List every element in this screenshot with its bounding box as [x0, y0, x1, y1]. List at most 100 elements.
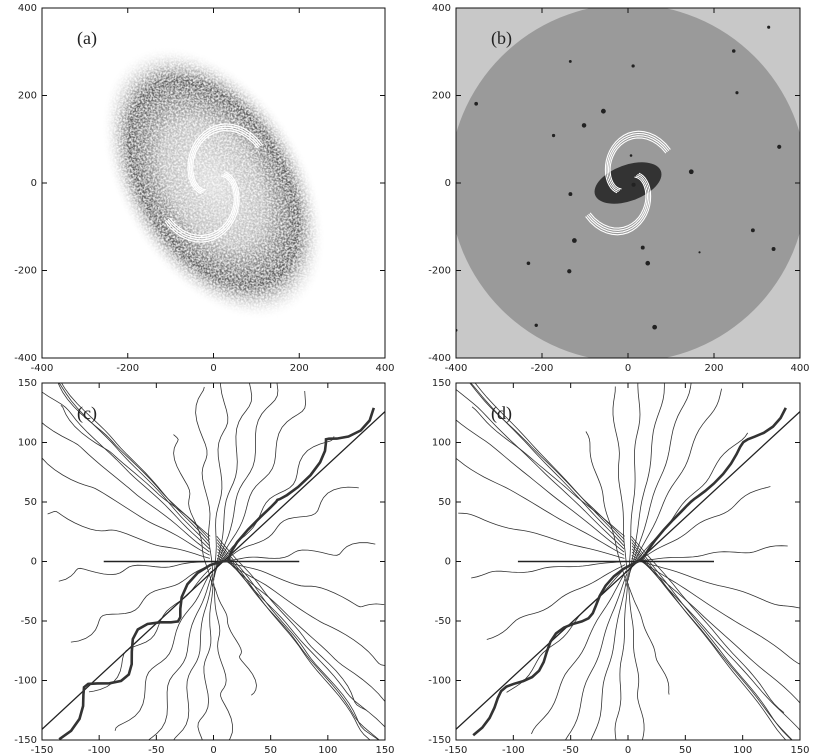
contour-line [506, 567, 626, 693]
contour-line [147, 573, 213, 740]
x-tick-label: 150 [375, 745, 394, 754]
contour-line [70, 564, 211, 643]
spiral-contour [588, 175, 648, 231]
spiral-contour [585, 172, 652, 236]
y-tick-label: 0 [31, 178, 37, 189]
contour-line [631, 539, 793, 740]
star [640, 245, 645, 250]
y-tick-label: -400 [428, 353, 451, 364]
y-tick-label: 50 [24, 497, 37, 508]
contour-line [631, 548, 800, 731]
panel-3 [456, 383, 800, 740]
spiral-contour [608, 135, 668, 191]
contour-line [631, 542, 787, 740]
spiral-contour [168, 175, 235, 237]
spiral-contour [586, 173, 650, 234]
y-tick-label: 150 [432, 378, 451, 389]
x-tick-label: 50 [679, 745, 692, 754]
contour-line [630, 536, 785, 714]
contour-line [590, 577, 628, 740]
contour-line [631, 545, 788, 562]
contour-line [630, 486, 771, 565]
star [568, 59, 572, 63]
contour-line [216, 536, 367, 711]
x-tick-label: 0 [210, 363, 216, 374]
star [631, 182, 636, 187]
contour-line [42, 391, 210, 550]
contour-line [58, 561, 211, 582]
y-tick-label: 200 [18, 91, 37, 102]
contour-line [214, 383, 253, 578]
contour-line [531, 570, 627, 735]
star [629, 154, 633, 157]
y-tick-label: 0 [31, 557, 37, 568]
contour-line [195, 386, 214, 584]
contour-line [57, 383, 211, 540]
star [551, 133, 556, 138]
contour-line [471, 406, 625, 537]
contour-line [217, 554, 385, 666]
spiral-contour [188, 125, 262, 193]
x-tick-label: 100 [733, 745, 752, 754]
contour-line [456, 419, 625, 553]
y-tick-label: 100 [18, 438, 37, 449]
star [474, 101, 479, 106]
star [567, 269, 572, 274]
x-tick-label: -400 [445, 363, 468, 374]
contour-line [214, 383, 279, 575]
spiral-contour [609, 137, 667, 190]
contour-line [173, 434, 213, 587]
y-tick-label: -100 [14, 676, 37, 687]
contour-line [456, 388, 625, 550]
y-tick-label: -150 [14, 735, 37, 746]
panel-0 [101, 45, 326, 321]
contour-line [217, 545, 380, 740]
star [581, 123, 587, 128]
contour-line [214, 586, 257, 696]
star [526, 261, 531, 266]
star [767, 25, 771, 29]
contour-line [631, 554, 800, 665]
star [568, 192, 573, 197]
spiral-contour [589, 176, 647, 229]
x-tick-label: -150 [445, 745, 468, 754]
contour-line [216, 539, 380, 740]
x-tick-label: 0 [625, 363, 631, 374]
contour-line [42, 422, 210, 553]
panel-label: (d) [491, 403, 512, 424]
contour-line [627, 383, 641, 581]
contour-line [213, 583, 234, 740]
x-tick-label: -400 [31, 363, 54, 374]
contour-line [42, 457, 210, 556]
zero-velocity-contour [472, 407, 787, 737]
x-tick-label: 200 [290, 363, 309, 374]
contour-line [58, 383, 210, 547]
zero-velocity-contour [58, 407, 376, 740]
star [731, 49, 736, 53]
spiral-contour [164, 171, 240, 243]
contour-line [61, 383, 210, 543]
x-tick-label: 50 [264, 745, 277, 754]
contour-line [217, 551, 385, 703]
galaxy-disk [101, 45, 326, 321]
galaxy-core [594, 162, 662, 204]
contour-line [216, 486, 359, 565]
contour-line [213, 383, 229, 581]
y-tick-label: 400 [18, 3, 37, 14]
contour-line [628, 383, 665, 578]
y-tick-label: 150 [18, 378, 37, 389]
y-tick-label: -200 [14, 266, 37, 277]
x-tick-label: 400 [790, 363, 809, 374]
y-tick-label: 0 [445, 557, 451, 568]
spiral-contour [192, 129, 259, 191]
x-tick-label: -100 [502, 745, 525, 754]
y-tick-label: 50 [438, 497, 451, 508]
star [735, 91, 739, 95]
star [534, 323, 538, 327]
y-tick-label: -200 [428, 266, 451, 277]
contour-line [614, 580, 629, 740]
x-tick-label: 0 [210, 745, 216, 754]
x-tick-label: -200 [531, 363, 554, 374]
spiral-contour [604, 130, 671, 194]
